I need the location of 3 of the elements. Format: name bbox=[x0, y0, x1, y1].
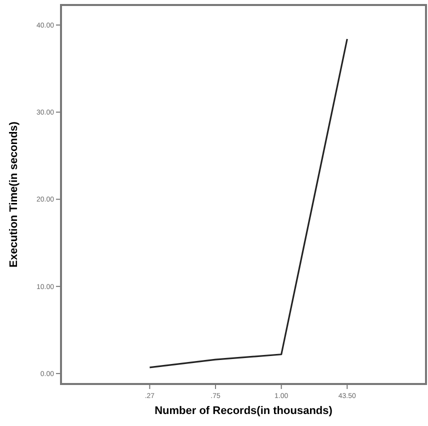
y-axis-title: Execution Time(in seconds) bbox=[8, 121, 20, 268]
line-series bbox=[148, 38, 348, 368]
x-axis-title: Number of Records(in thousands) bbox=[154, 405, 333, 417]
